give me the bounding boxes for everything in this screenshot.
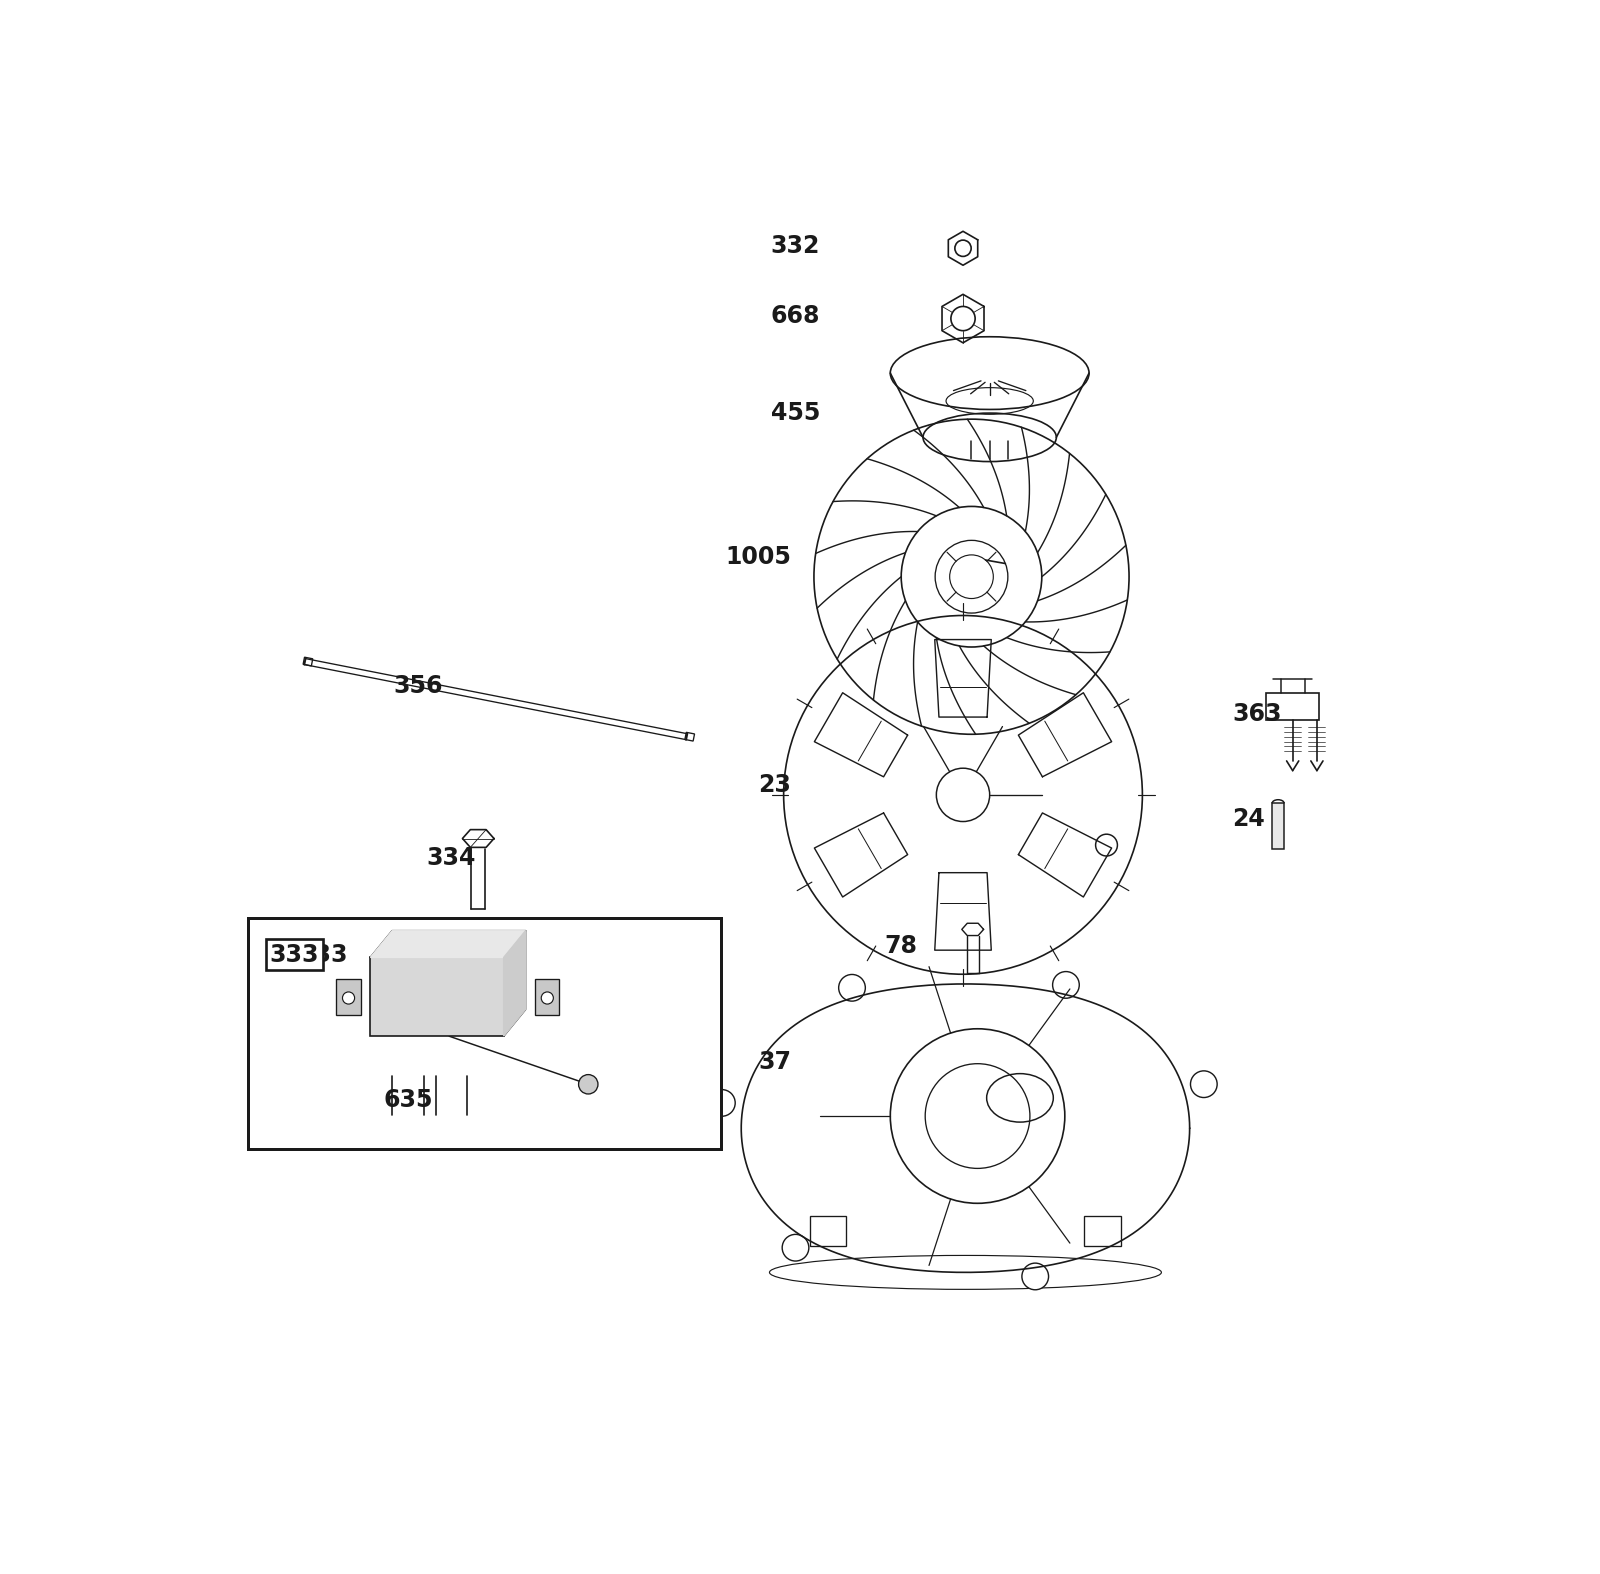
Circle shape bbox=[838, 974, 866, 1001]
Text: 363: 363 bbox=[1232, 702, 1282, 726]
Bar bbox=[370, 957, 504, 1036]
Text: 635: 635 bbox=[384, 1088, 434, 1113]
Text: 334: 334 bbox=[426, 845, 475, 870]
Text: 668: 668 bbox=[771, 304, 819, 327]
Bar bbox=[1266, 693, 1320, 719]
Polygon shape bbox=[370, 930, 525, 957]
Text: 24: 24 bbox=[1232, 807, 1266, 831]
Circle shape bbox=[709, 1089, 734, 1116]
Text: 23: 23 bbox=[758, 773, 790, 796]
Text: 333: 333 bbox=[299, 943, 349, 966]
Text: 356: 356 bbox=[394, 674, 443, 697]
Text: 37: 37 bbox=[758, 1050, 790, 1073]
Text: 78: 78 bbox=[883, 935, 917, 959]
Circle shape bbox=[342, 992, 355, 1004]
Bar bbox=[685, 732, 694, 741]
Bar bbox=[302, 658, 312, 666]
Bar bbox=[336, 979, 360, 1015]
Circle shape bbox=[579, 1075, 598, 1094]
Bar bbox=[534, 979, 560, 1015]
Text: 332: 332 bbox=[771, 235, 819, 258]
Text: 455: 455 bbox=[771, 401, 819, 425]
Ellipse shape bbox=[435, 1070, 467, 1081]
Bar bbox=[1085, 1217, 1120, 1245]
Polygon shape bbox=[504, 930, 525, 1036]
Text: 1005: 1005 bbox=[725, 545, 790, 570]
Ellipse shape bbox=[435, 1108, 467, 1121]
Ellipse shape bbox=[392, 1108, 424, 1121]
Text: 333: 333 bbox=[270, 943, 320, 966]
Bar bbox=[810, 1217, 846, 1245]
Circle shape bbox=[541, 992, 554, 1004]
Bar bbox=[1272, 803, 1285, 850]
Bar bbox=[248, 919, 720, 1149]
Circle shape bbox=[1053, 971, 1080, 998]
Ellipse shape bbox=[392, 1070, 424, 1081]
Circle shape bbox=[1022, 1262, 1048, 1289]
Circle shape bbox=[782, 1234, 810, 1261]
Circle shape bbox=[1190, 1070, 1218, 1097]
